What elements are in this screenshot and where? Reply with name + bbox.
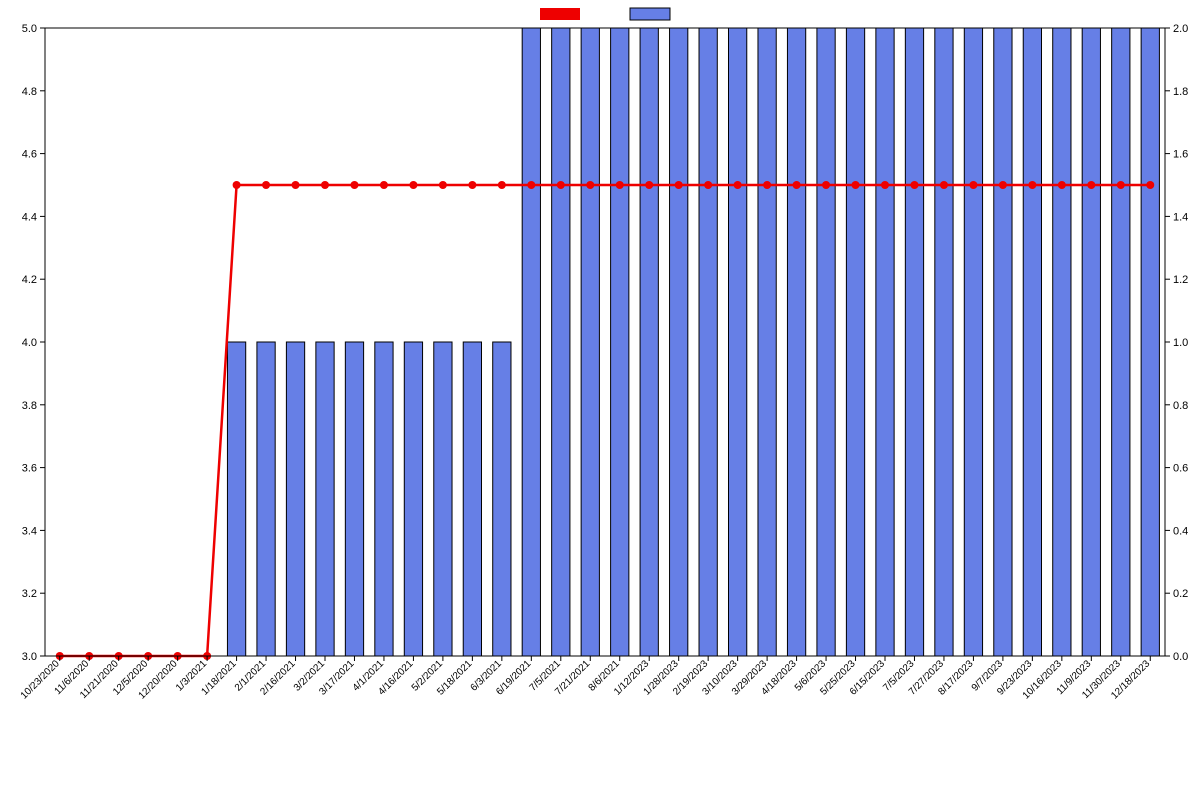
bar [964, 28, 982, 656]
yleft-tick-label: 4.8 [22, 86, 37, 98]
line-marker [940, 181, 948, 189]
yleft-tick-label: 3.4 [22, 525, 37, 537]
line-marker [350, 181, 358, 189]
line-marker [468, 181, 476, 189]
yright-tick-label: 1.2 [1173, 274, 1188, 286]
yright-tick-label: 1.6 [1173, 149, 1188, 161]
bar [1082, 28, 1100, 656]
line-marker [409, 181, 417, 189]
bar [316, 342, 334, 656]
bar [876, 28, 894, 656]
combo-chart: 3.03.23.43.63.84.04.24.44.64.85.00.00.20… [0, 0, 1200, 800]
line-marker [292, 181, 300, 189]
line-marker [380, 181, 388, 189]
yright-tick-label: 0.8 [1173, 400, 1188, 412]
y-axis-left: 3.0 3.2 3.4 3.6 3.8 4.0 4.2 4.4 4.6 4.8 5.0 [22, 23, 45, 663]
bar [463, 342, 481, 656]
line-marker [910, 181, 918, 189]
legend-swatch-line [540, 8, 580, 20]
line-marker [616, 181, 624, 189]
bar [1112, 28, 1130, 656]
line-marker [557, 181, 565, 189]
line-marker [763, 181, 771, 189]
bar [994, 28, 1012, 656]
bar [227, 342, 245, 656]
line-marker [1028, 181, 1036, 189]
line-marker [822, 181, 830, 189]
bar [552, 28, 570, 656]
bar [1023, 28, 1041, 656]
yright-tick-label: 1.8 [1173, 86, 1188, 98]
y-axis-right: 0.0 0.2 0.4 0.6 0.8 1.0 1.2 1.4 1.6 1.8 2.0 [1165, 23, 1188, 663]
chart-container: 3.03.23.43.63.84.04.24.44.64.85.00.00.20… [0, 0, 1200, 800]
bar [787, 28, 805, 656]
yleft-tick-label: 4.4 [22, 211, 37, 223]
line-marker [999, 181, 1007, 189]
line-marker [233, 181, 241, 189]
yleft-tick-label: 5.0 [22, 23, 37, 35]
yright-tick-label: 1.0 [1173, 337, 1188, 349]
bar [817, 28, 835, 656]
yright-tick-label: 1.4 [1173, 211, 1188, 223]
line-marker [321, 181, 329, 189]
line-marker [881, 181, 889, 189]
line-marker [498, 181, 506, 189]
yleft-tick-label: 3.2 [22, 588, 37, 600]
bar [758, 28, 776, 656]
line-marker [1117, 181, 1125, 189]
legend [540, 8, 670, 20]
yright-tick-label: 0.0 [1173, 651, 1188, 663]
bar [345, 342, 363, 656]
bar [257, 342, 275, 656]
yleft-tick-label: 3.8 [22, 400, 37, 412]
bar [375, 342, 393, 656]
x-tick-label: 10/23/2020 [19, 658, 62, 701]
bar [493, 342, 511, 656]
line-marker [852, 181, 860, 189]
yleft-tick-label: 3.0 [22, 651, 37, 663]
line-marker [1146, 181, 1154, 189]
bar [1141, 28, 1159, 656]
bar [286, 342, 304, 656]
bar [728, 28, 746, 656]
yleft-tick-label: 4.0 [22, 337, 37, 349]
yright-tick-label: 2.0 [1173, 23, 1188, 35]
legend-swatch-bar [630, 8, 670, 20]
line-marker [675, 181, 683, 189]
yleft-tick-label: 3.6 [22, 463, 37, 475]
bar [611, 28, 629, 656]
line-marker [645, 181, 653, 189]
line-marker [969, 181, 977, 189]
yright-tick-label: 0.6 [1173, 463, 1188, 475]
yleft-tick-label: 4.2 [22, 274, 37, 286]
line-marker [1058, 181, 1066, 189]
bar [935, 28, 953, 656]
x-axis: 10/23/202011/6/202011/21/202012/5/202012… [19, 656, 1153, 702]
yright-tick-label: 0.4 [1173, 525, 1188, 537]
line-marker [1087, 181, 1095, 189]
line-marker [704, 181, 712, 189]
line-marker [793, 181, 801, 189]
bar [404, 342, 422, 656]
bar [640, 28, 658, 656]
yright-tick-label: 0.2 [1173, 588, 1188, 600]
bar [699, 28, 717, 656]
bar [522, 28, 540, 656]
bar [670, 28, 688, 656]
line-marker [527, 181, 535, 189]
bar [434, 342, 452, 656]
line-marker [439, 181, 447, 189]
yleft-tick-label: 4.6 [22, 149, 37, 161]
bar [905, 28, 923, 656]
bar [1053, 28, 1071, 656]
bar [581, 28, 599, 656]
line-marker [586, 181, 594, 189]
line-marker [262, 181, 270, 189]
bar [846, 28, 864, 656]
line-marker [734, 181, 742, 189]
